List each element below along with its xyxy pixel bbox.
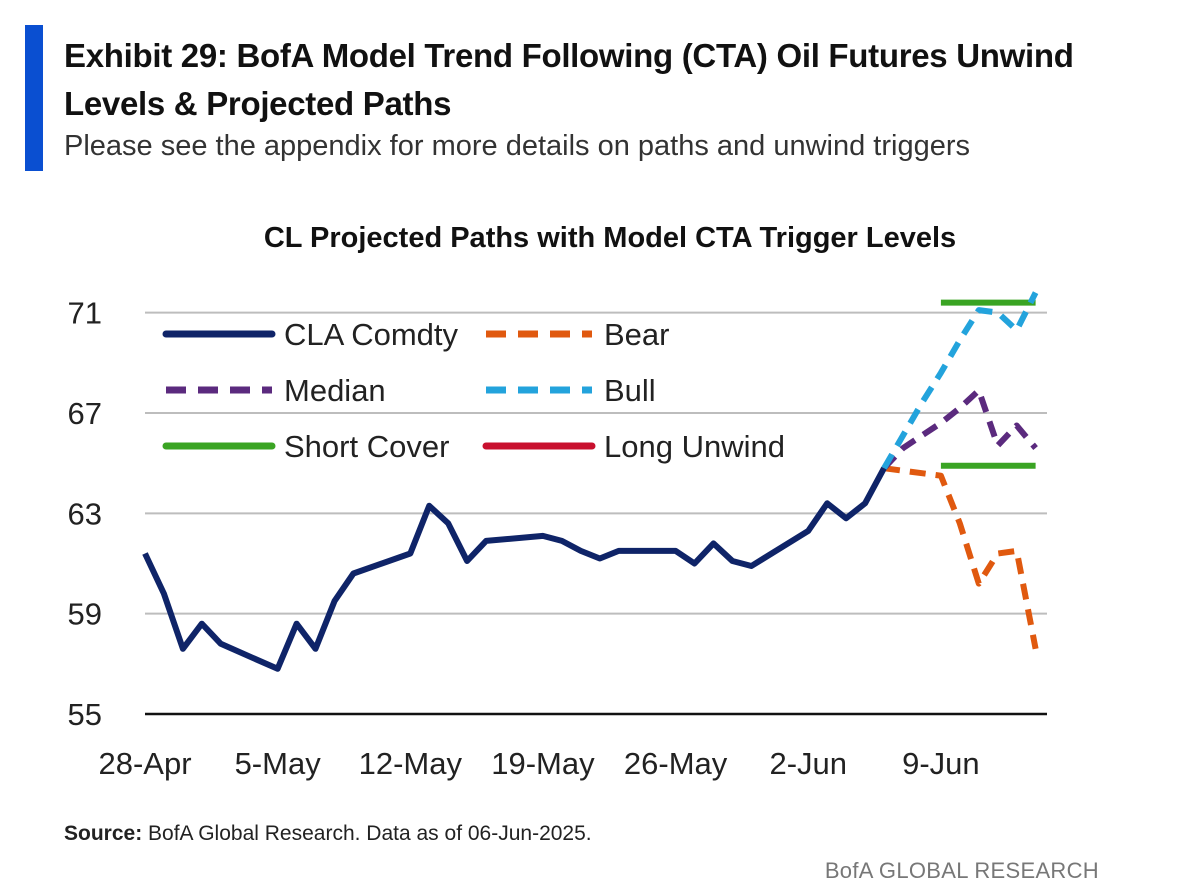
x-tick-label: 9-Jun: [902, 746, 980, 781]
source-label: Source:: [64, 822, 143, 845]
x-tick-label: 26-May: [624, 746, 728, 781]
footer-brand: BofA GLOBAL RESEARCH: [824, 858, 1099, 883]
legend-label: Bear: [604, 317, 669, 352]
y-tick-label: 71: [68, 296, 102, 331]
x-tick-label: 5-May: [235, 746, 322, 781]
series-median-line: [881, 387, 1038, 471]
series-bear-line: [883, 465, 1039, 650]
x-tick-label: 19-May: [491, 746, 595, 781]
chart-title: CL Projected Paths with Model CTA Trigge…: [263, 222, 957, 254]
y-tick-label: 55: [68, 697, 102, 732]
exhibit-title: Exhibit 29: BofA Model Trend Following (…: [64, 37, 1074, 122]
y-tick-label: 59: [68, 597, 102, 632]
source-text: BofA Global Research. Data as of 06-Jun-…: [142, 822, 592, 845]
legend-label: Short Cover: [284, 429, 449, 464]
y-tick-label: 67: [68, 396, 102, 431]
x-tick-label: 2-Jun: [769, 746, 847, 781]
legend-label: CLA Comdty: [284, 317, 459, 352]
exhibit-subtitle: Please see the appendix for more details…: [64, 130, 971, 162]
series-cla-comdty-line: [142, 466, 887, 672]
legend-label: Bull: [604, 373, 656, 408]
series-bull-line: [881, 291, 1039, 470]
y-tick-label: 63: [68, 496, 102, 531]
x-tick-label: 28-Apr: [98, 746, 191, 781]
x-tick-label: 12-May: [359, 746, 463, 781]
accent-bar: [25, 25, 43, 171]
source-note: Source: BofA Global Research. Data as of…: [64, 822, 592, 846]
legend-label: Median: [284, 373, 386, 408]
legend-label: Long Unwind: [604, 429, 785, 464]
